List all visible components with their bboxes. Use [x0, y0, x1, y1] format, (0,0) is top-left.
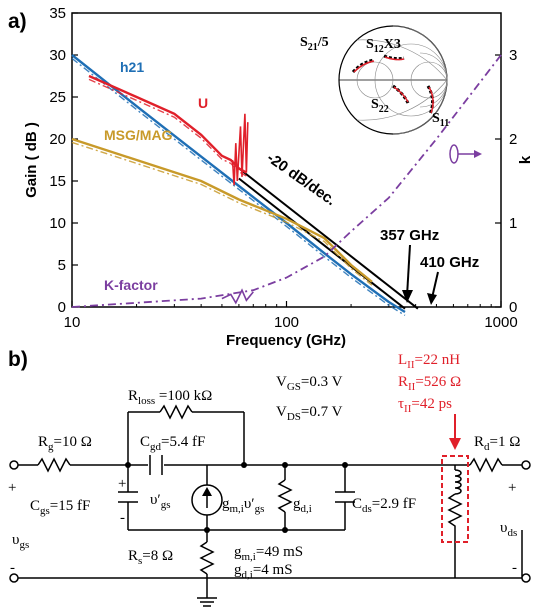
series-line-msg-mag — [71, 137, 373, 283]
terminal-gate — [9, 460, 19, 470]
x-tick-label: 1000 — [484, 314, 517, 331]
vgs-prime-plus: + — [118, 476, 126, 492]
extrapolation-line-410 — [238, 167, 419, 310]
vgs-prime-label: υ′gs — [150, 492, 171, 511]
rloss-label: Rloss =100 kΩ — [128, 388, 212, 407]
gd-label: gd,i — [293, 496, 312, 515]
terminal-drain-ground — [521, 573, 531, 583]
tii-label: τII=42 ps — [398, 396, 452, 415]
output-minus: - — [512, 560, 517, 576]
smith-label-s21: S21/5 — [300, 35, 329, 53]
series-line-k-factor — [71, 54, 502, 308]
x-tick-label: 100 — [274, 314, 299, 331]
node-gate — [125, 462, 131, 468]
arrowhead-410 — [427, 293, 437, 305]
rs-label: Rs=8 Ω — [128, 548, 173, 567]
gm-value-label: gm,i=49 mS — [234, 544, 303, 563]
y-tick-label: 25 — [49, 89, 66, 106]
output-voltage-label: υds — [500, 520, 517, 539]
lii-label: LII=22 nH — [398, 352, 460, 371]
rg-label: Rg=10 Ω — [38, 434, 92, 453]
y2-tick-label: 0 — [509, 299, 517, 316]
series-layer — [71, 54, 502, 316]
trap-resistor — [447, 493, 463, 530]
cgd-label: Cgd=5.4 fF — [140, 434, 205, 453]
terminal-drain — [521, 460, 531, 470]
y-axis-label: Gain ( dB ) — [23, 122, 40, 198]
vgs-bias-label: VGS=0.3 V — [276, 374, 343, 393]
output-plus: + — [508, 480, 516, 496]
series-line-k-measured — [221, 288, 254, 305]
y-tick-label: 20 — [49, 131, 66, 148]
fmax-410-label: 410 GHz — [420, 254, 479, 271]
cgs-label: Cgs=15 fF — [30, 498, 90, 517]
arrowhead-357 — [402, 290, 413, 303]
series-label-msg-mag: MSG/MAG — [104, 127, 173, 143]
y-tick-label: 0 — [58, 299, 66, 316]
panel-a-label: a) — [8, 10, 27, 33]
slope-annotation: -20 dB/dec. — [264, 149, 339, 209]
series-model-h21 — [71, 57, 406, 316]
input-plus: + — [8, 480, 16, 496]
series-label-h21: h21 — [120, 59, 144, 75]
smith-chart-inset — [338, 25, 448, 135]
right-axis-ticks: 0 1 2 3 — [495, 47, 517, 316]
series-model-msg-mag — [71, 141, 373, 286]
arrow-357 — [406, 244, 411, 297]
vgs-prime-minus: - — [120, 510, 125, 526]
series-label-k-factor: K-factor — [104, 277, 158, 293]
left-axis-ticks: 0 5 10 15 20 25 30 35 — [49, 5, 78, 316]
smith-label-s11: S11 — [432, 111, 449, 129]
gm-source-label: gm,iυ′gs — [222, 496, 264, 515]
y2-tick-label: 1 — [509, 215, 517, 232]
trap-inductor — [454, 469, 462, 495]
series-label-u: U — [198, 95, 208, 111]
trap-network-box — [441, 455, 469, 543]
y-tick-label: 35 — [49, 5, 66, 22]
fmax-357-label: 357 GHz — [380, 227, 439, 244]
k-axis-indicator — [449, 144, 459, 164]
input-voltage-label: υgs — [12, 532, 29, 551]
y-tick-label: 10 — [49, 215, 66, 232]
y-tick-label: 5 — [58, 257, 66, 274]
extrapolation-line-357 — [238, 177, 406, 310]
rd-label: Rd=1 Ω — [474, 434, 520, 453]
x-axis-ticks: 10 100 1000 — [64, 301, 518, 331]
vds-bias-label: VDS=0.7 V — [276, 404, 343, 423]
gd-value-label: gd,i=4 mS — [234, 562, 293, 581]
cds-label: Cds=2.9 fF — [352, 496, 416, 515]
terminal-gate-ground — [9, 573, 19, 583]
y2-tick-label: 3 — [509, 47, 517, 64]
y-tick-label: 15 — [49, 173, 66, 190]
panel-b-label: b) — [8, 348, 28, 371]
input-minus: - — [10, 560, 15, 576]
series-line-u-noise — [231, 113, 249, 186]
y-tick-label: 30 — [49, 47, 66, 64]
x-tick-label: 10 — [64, 314, 81, 331]
series-line-h21 — [71, 54, 406, 314]
arrow-410 — [431, 271, 439, 299]
rii-label: RII=526 Ω — [398, 374, 461, 393]
node-drain — [241, 462, 247, 468]
x-axis-label: Frequency (GHz) — [226, 332, 346, 349]
node-source — [204, 527, 210, 533]
y2-axis-label: k — [517, 155, 534, 164]
y2-tick-label: 2 — [509, 131, 517, 148]
circuit-wires — [18, 404, 523, 607]
